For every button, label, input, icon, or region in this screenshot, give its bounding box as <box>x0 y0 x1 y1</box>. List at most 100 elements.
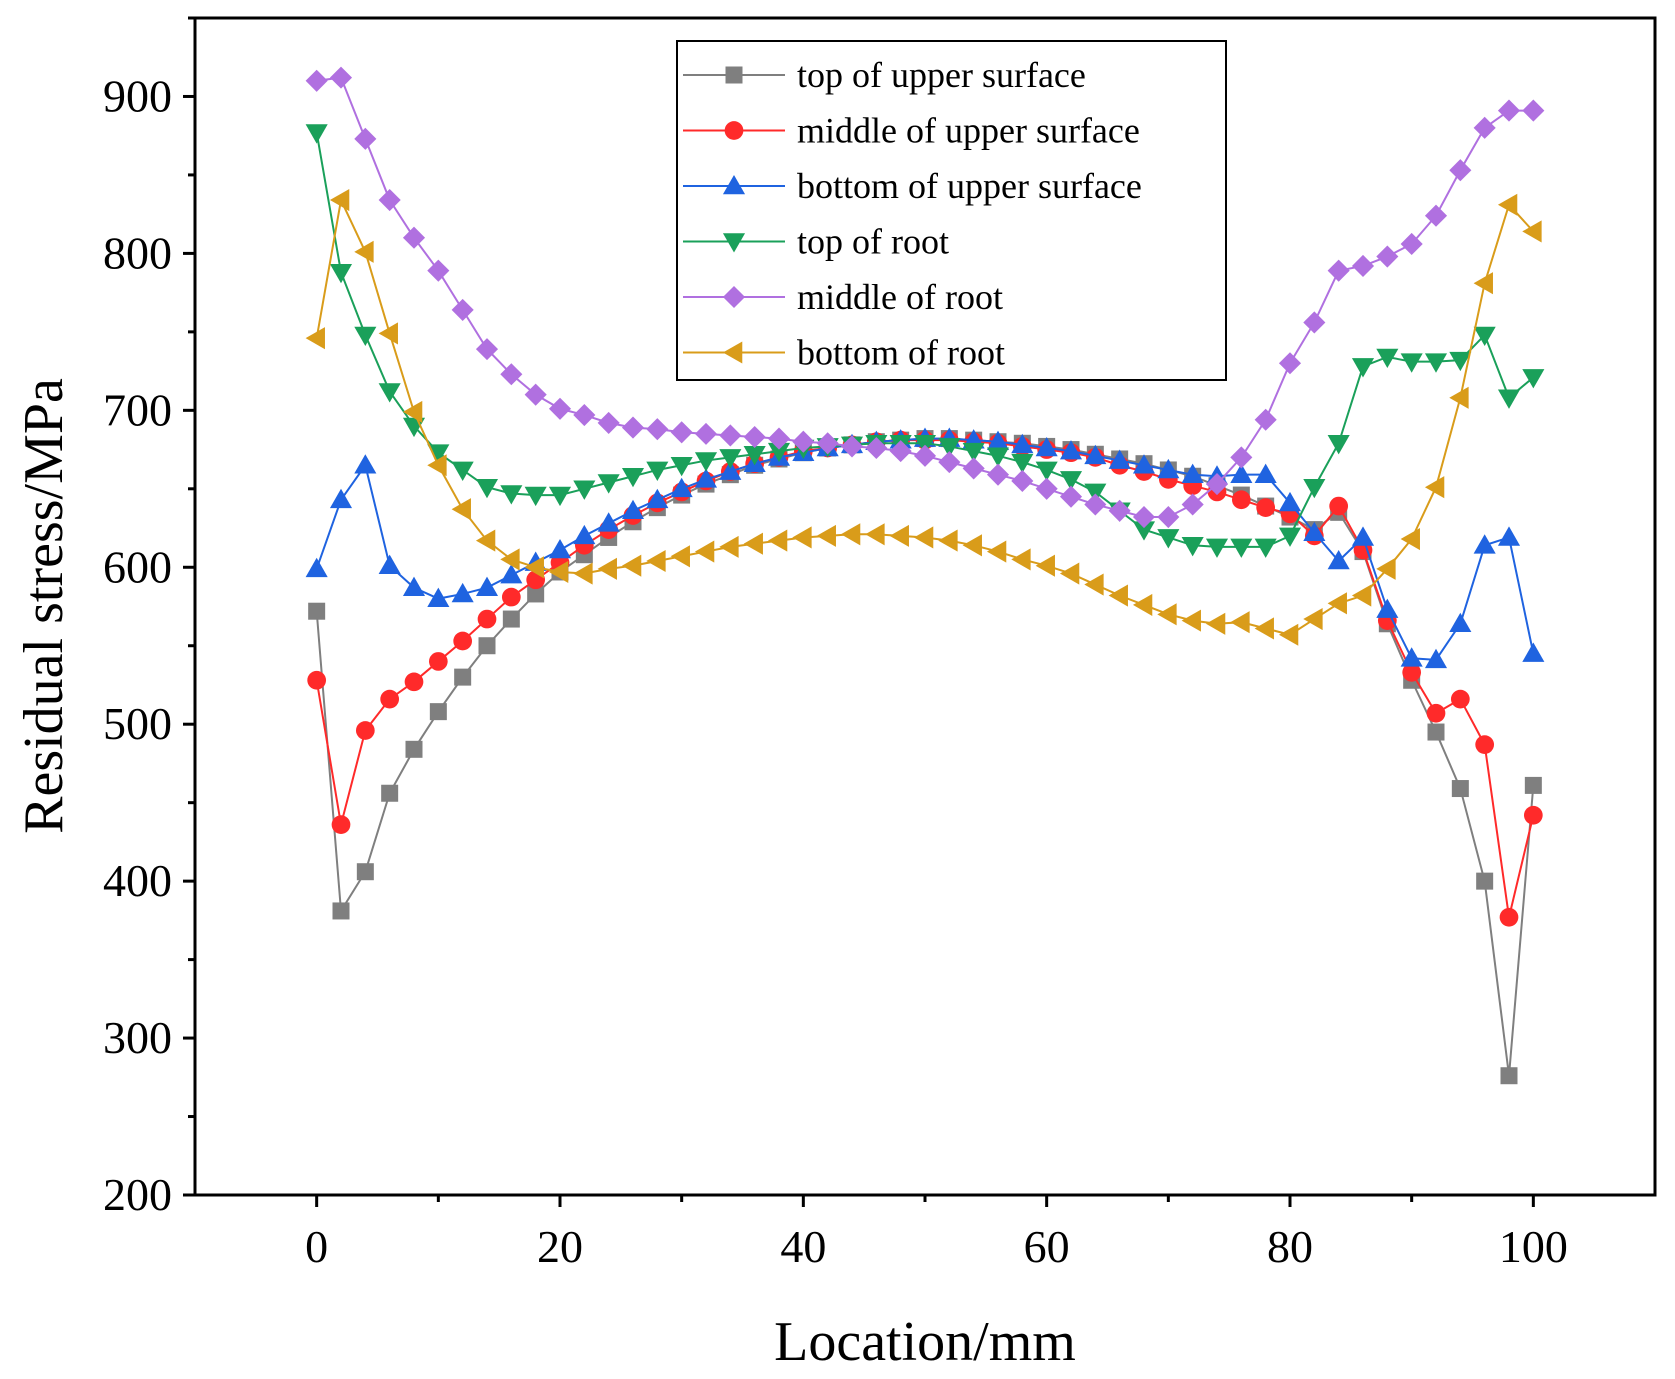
data-point-top-of-root <box>694 452 718 472</box>
data-point-bottom-of-root <box>427 454 447 477</box>
data-point-middle-of-root <box>305 69 328 92</box>
data-point-top-of-root <box>1376 348 1399 369</box>
data-point-bottom-of-root <box>548 560 569 584</box>
data-point-middle-of-root <box>719 424 742 447</box>
data-point-bottom-of-upper-surface <box>329 488 353 509</box>
data-point-middle-of-root <box>1084 493 1107 516</box>
data-point-bottom-of-root <box>913 526 934 549</box>
data-point-middle-of-upper-surface <box>501 587 521 607</box>
data-point-bottom-of-root <box>986 540 1007 563</box>
x-tick-label: 0 <box>305 1221 328 1272</box>
data-point-bottom-of-upper-surface <box>1108 449 1131 469</box>
data-point-bottom-of-root <box>621 554 642 577</box>
data-point-middle-of-root <box>573 403 596 427</box>
data-point-middle-of-upper-surface <box>1256 498 1276 517</box>
data-point-top-of-root <box>354 326 377 347</box>
data-point-bottom-of-root <box>451 498 471 521</box>
data-point-top-of-upper-surface <box>356 863 374 881</box>
data-point-middle-of-root <box>1230 446 1253 469</box>
data-point-bottom-of-upper-surface <box>670 477 693 498</box>
data-point-bottom-of-upper-surface <box>1327 549 1350 570</box>
data-point-bottom-of-root <box>1400 527 1420 551</box>
legend-entry-bottom-of-root: bottom of root <box>683 333 1005 373</box>
data-point-middle-of-root <box>646 418 669 441</box>
data-point-bottom-of-upper-surface <box>1181 463 1204 483</box>
x-tick-label: 40 <box>780 1221 826 1272</box>
data-point-bottom-of-root <box>500 548 520 571</box>
data-point-bottom-of-upper-surface <box>1449 612 1472 633</box>
data-point-bottom-of-upper-surface <box>1230 463 1253 483</box>
data-point-top-of-root <box>451 461 474 482</box>
data-point-bottom-of-upper-surface <box>986 430 1010 451</box>
data-point-bottom-of-root <box>1278 623 1299 646</box>
y-axis-title: Residual stress/MPa <box>13 378 75 834</box>
data-point-middle-of-root <box>378 188 401 212</box>
data-point-middle-of-root <box>500 363 523 386</box>
data-point-middle-of-root <box>475 338 499 361</box>
data-point-bottom-of-upper-surface <box>1522 642 1545 662</box>
data-point-bottom-of-upper-surface <box>500 564 523 584</box>
data-point-middle-of-root <box>1303 311 1326 334</box>
data-point-bottom-of-upper-surface <box>1254 463 1277 483</box>
data-point-bottom-of-upper-surface <box>1011 433 1034 454</box>
data-point-middle-of-root <box>427 259 450 282</box>
data-point-bottom-of-upper-surface <box>1424 648 1448 669</box>
data-point-bottom-of-root <box>816 524 836 547</box>
data-point-bottom-of-upper-surface <box>719 460 742 480</box>
data-point-middle-of-root <box>743 425 766 449</box>
data-point-top-of-root <box>938 438 961 458</box>
data-point-top-of-root <box>1278 527 1302 547</box>
data-point-top-of-root <box>670 456 693 477</box>
data-point-middle-of-upper-surface <box>1329 496 1349 516</box>
data-point-middle-of-upper-surface <box>331 815 351 834</box>
legend-entry-middle-of-root: middle of root <box>683 277 1003 317</box>
data-point-top-of-upper-surface <box>454 668 472 686</box>
data-point-middle-of-root <box>451 298 474 321</box>
data-point-top-of-upper-surface <box>1476 872 1494 890</box>
legend-label: middle of root <box>797 277 1003 317</box>
data-point-middle-of-upper-surface <box>404 672 424 692</box>
data-point-bottom-of-root <box>1522 220 1542 243</box>
data-point-bottom-of-root <box>1132 593 1153 616</box>
data-point-middle-of-root <box>1351 254 1375 278</box>
data-point-middle-of-root <box>1108 499 1131 522</box>
data-point-bottom-of-root <box>354 240 374 263</box>
data-point-middle-of-upper-surface <box>1426 703 1446 723</box>
data-point-top-of-root <box>1473 326 1496 347</box>
data-point-middle-of-root <box>889 440 912 463</box>
data-point-bottom-of-upper-surface <box>1132 454 1156 474</box>
x-tick-label: 100 <box>1499 1221 1568 1272</box>
data-point-top-of-root <box>573 480 596 500</box>
data-point-middle-of-root <box>1376 245 1399 268</box>
y-tick-label: 200 <box>103 1169 172 1220</box>
x-tick-label: 60 <box>1024 1221 1070 1272</box>
data-point-middle-of-root <box>1424 204 1448 227</box>
y-tick-label: 700 <box>103 384 172 435</box>
data-point-top-of-root <box>500 485 523 505</box>
data-point-middle-of-upper-surface <box>1402 663 1422 682</box>
data-point-bottom-of-root <box>792 526 812 549</box>
data-point-bottom-of-root <box>719 535 739 558</box>
legend-marker <box>722 285 746 309</box>
data-point-middle-of-upper-surface <box>380 689 400 709</box>
data-point-middle-of-upper-surface <box>1475 735 1495 754</box>
data-point-bottom-of-root <box>573 562 593 585</box>
data-point-middle-of-root <box>670 421 693 444</box>
data-point-bottom-of-root <box>402 400 423 423</box>
data-point-middle-of-root <box>986 463 1010 486</box>
data-point-top-of-upper-surface <box>1451 780 1469 798</box>
data-point-bottom-of-upper-surface <box>1278 491 1302 512</box>
data-point-top-of-root <box>1011 453 1034 474</box>
legend-marker <box>722 341 743 364</box>
data-point-bottom-of-root <box>524 556 544 579</box>
data-point-middle-of-root <box>1059 485 1083 508</box>
data-point-middle-of-root <box>767 427 791 450</box>
data-point-bottom-of-upper-surface <box>402 576 426 596</box>
data-point-middle-of-root <box>1181 493 1204 516</box>
data-point-bottom-of-root <box>670 545 690 568</box>
data-point-top-of-root <box>1181 537 1204 557</box>
data-point-top-of-root <box>1351 358 1375 378</box>
data-point-bottom-of-upper-surface <box>621 499 645 520</box>
data-point-middle-of-root <box>962 457 985 480</box>
data-point-middle-of-root <box>402 226 426 249</box>
